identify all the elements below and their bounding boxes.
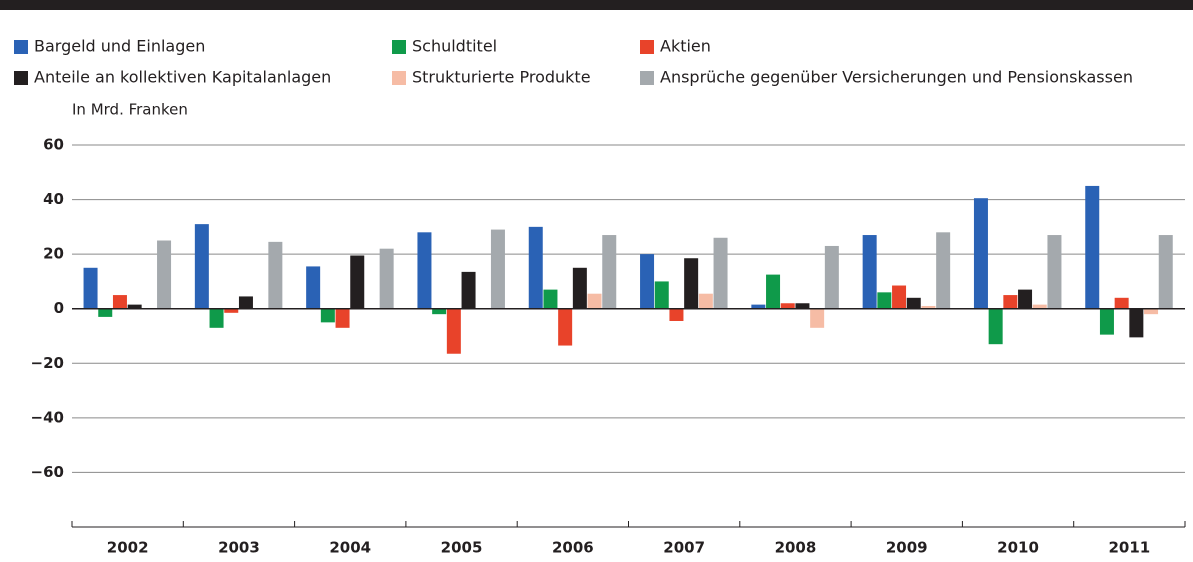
bar: [306, 266, 321, 309]
legend-swatch: [392, 71, 406, 85]
legend-swatch: [640, 71, 654, 85]
bar: [335, 308, 350, 328]
legend-label: Schuldtitel: [412, 37, 497, 56]
bar: [654, 281, 669, 309]
y-tick-label: 20: [43, 245, 64, 263]
bar: [1158, 235, 1173, 309]
bar: [669, 308, 684, 321]
bar: [988, 308, 1003, 345]
legend-swatch: [640, 40, 654, 54]
y-tick-label: 60: [43, 136, 64, 154]
x-tick-label: 2008: [775, 539, 817, 557]
bar: [862, 235, 877, 309]
bar: [572, 267, 587, 309]
bar: [98, 308, 113, 317]
x-tick-label: 2010: [997, 539, 1039, 557]
x-tick-label: 2011: [1108, 539, 1150, 557]
x-tick-label: 2009: [886, 539, 928, 557]
bar: [224, 308, 239, 313]
bar: [587, 293, 602, 309]
bar: [127, 304, 142, 309]
bar: [543, 289, 558, 309]
top-rule: [0, 0, 1193, 10]
legend-swatch: [14, 40, 28, 54]
bar: [973, 198, 988, 309]
y-tick-label: 40: [43, 190, 64, 208]
y-tick-label: −60: [31, 463, 64, 481]
bar: [461, 271, 476, 309]
bar: [751, 304, 766, 309]
bar: [1047, 235, 1062, 309]
legend-label: Bargeld und Einlagen: [34, 37, 205, 56]
x-tick-label: 2006: [552, 539, 594, 557]
bar: [824, 245, 839, 309]
bar: [350, 255, 365, 309]
y-tick-label: −20: [31, 354, 64, 372]
bar: [640, 254, 655, 309]
bar: [766, 274, 781, 309]
legend-label: Strukturierte Produkte: [412, 68, 591, 87]
bar: [320, 308, 335, 323]
bar: [432, 308, 447, 315]
x-tick-label: 2007: [663, 539, 705, 557]
bar: [698, 293, 713, 309]
y-tick-label: −40: [31, 408, 64, 426]
legend-label: Anteile an kollektiven Kapitalanlagen: [34, 68, 331, 87]
bar: [1003, 295, 1018, 309]
bar: [892, 285, 907, 309]
bar: [684, 258, 699, 309]
bar: [877, 292, 892, 309]
y-tick-label: 0: [54, 299, 64, 317]
bar: [936, 232, 951, 309]
x-tick-label: 2004: [329, 539, 371, 557]
bar: [446, 308, 461, 354]
bar: [713, 237, 728, 309]
bar: [379, 248, 394, 309]
bar: [1114, 297, 1129, 309]
bar: [268, 241, 283, 309]
bar: [906, 297, 921, 309]
bar: [83, 267, 98, 309]
bar: [558, 308, 573, 346]
x-tick-label: 2005: [441, 539, 483, 557]
bar: [810, 308, 825, 328]
bar: [1085, 185, 1100, 309]
bar: [490, 229, 505, 309]
bar: [209, 308, 224, 328]
legend-swatch: [392, 40, 406, 54]
legend-label: Ansprüche gegenüber Versicherungen und P…: [660, 68, 1133, 87]
bar: [795, 303, 810, 309]
bar: [921, 305, 936, 309]
bar: [417, 232, 432, 309]
bar: [1129, 308, 1144, 338]
bar: [1018, 289, 1033, 309]
bar: [602, 235, 617, 309]
legend-label: Aktien: [660, 37, 711, 56]
bar: [112, 295, 127, 309]
bar: [1099, 308, 1114, 335]
bar: [238, 296, 253, 309]
x-tick-label: 2002: [107, 539, 149, 557]
bar: [528, 226, 543, 309]
legend-swatch: [14, 71, 28, 85]
bar: [780, 303, 795, 309]
y-axis-label: In Mrd. Franken: [72, 101, 188, 119]
x-tick-label: 2003: [218, 539, 260, 557]
bar: [157, 240, 172, 309]
bar: [194, 224, 209, 309]
bar: [1144, 308, 1159, 315]
bar: [1032, 304, 1047, 309]
